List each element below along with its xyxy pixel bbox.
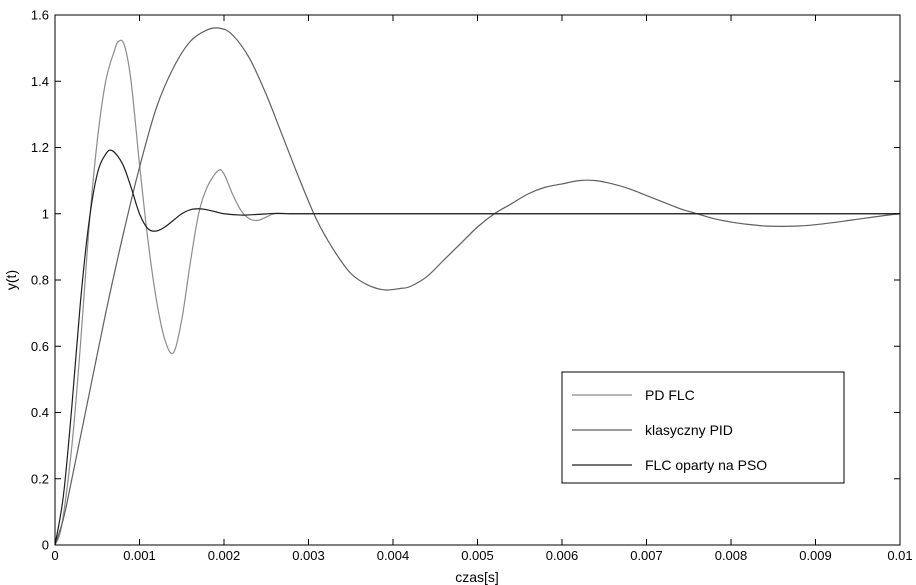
x-tick-label: 0.007 <box>630 548 663 563</box>
y-tick-label: 1.4 <box>31 74 49 89</box>
y-tick-label: 1 <box>42 206 49 221</box>
legend-label-3: FLC oparty na PSO <box>645 457 767 473</box>
series-line-2 <box>54 27 901 546</box>
y-tick-label: 0.4 <box>31 405 49 420</box>
x-tick-label: 0.006 <box>546 548 579 563</box>
y-tick-label: 0.8 <box>31 273 49 288</box>
y-tick-label: 0.6 <box>31 339 49 354</box>
y-tick-label: 1.2 <box>31 140 49 155</box>
series-layer <box>54 27 901 546</box>
legend-label-1: PD FLC <box>645 387 695 403</box>
y-tick-label: 1.6 <box>31 8 49 23</box>
x-tick-label: 0.003 <box>292 548 325 563</box>
x-tick-label: 0.01 <box>887 548 912 563</box>
y-tick-label: 0 <box>42 538 49 553</box>
legend-label-2: klasyczny PID <box>645 422 733 438</box>
x-tick-label: 0.008 <box>715 548 748 563</box>
x-tick-label: 0.009 <box>799 548 832 563</box>
x-tick-label: 0.004 <box>377 548 410 563</box>
y-axis-label: y(t) <box>3 270 19 290</box>
x-tick-label: 0 <box>51 548 58 563</box>
legend: PD FLC klasyczny PID FLC oparty na PSO <box>561 371 845 484</box>
x-axis-label: czas[s] <box>455 569 499 585</box>
series-line-3 <box>54 149 900 546</box>
y-tick-label: 0.2 <box>31 471 49 486</box>
x-tick-label: 0.001 <box>123 548 156 563</box>
ticks-layer: 0 0.001 0.002 0.003 0.004 0.005 0.006 0.007 0.00… <box>31 8 913 564</box>
x-tick-label: 0.002 <box>208 548 241 563</box>
x-tick-label: 0.005 <box>461 548 494 563</box>
